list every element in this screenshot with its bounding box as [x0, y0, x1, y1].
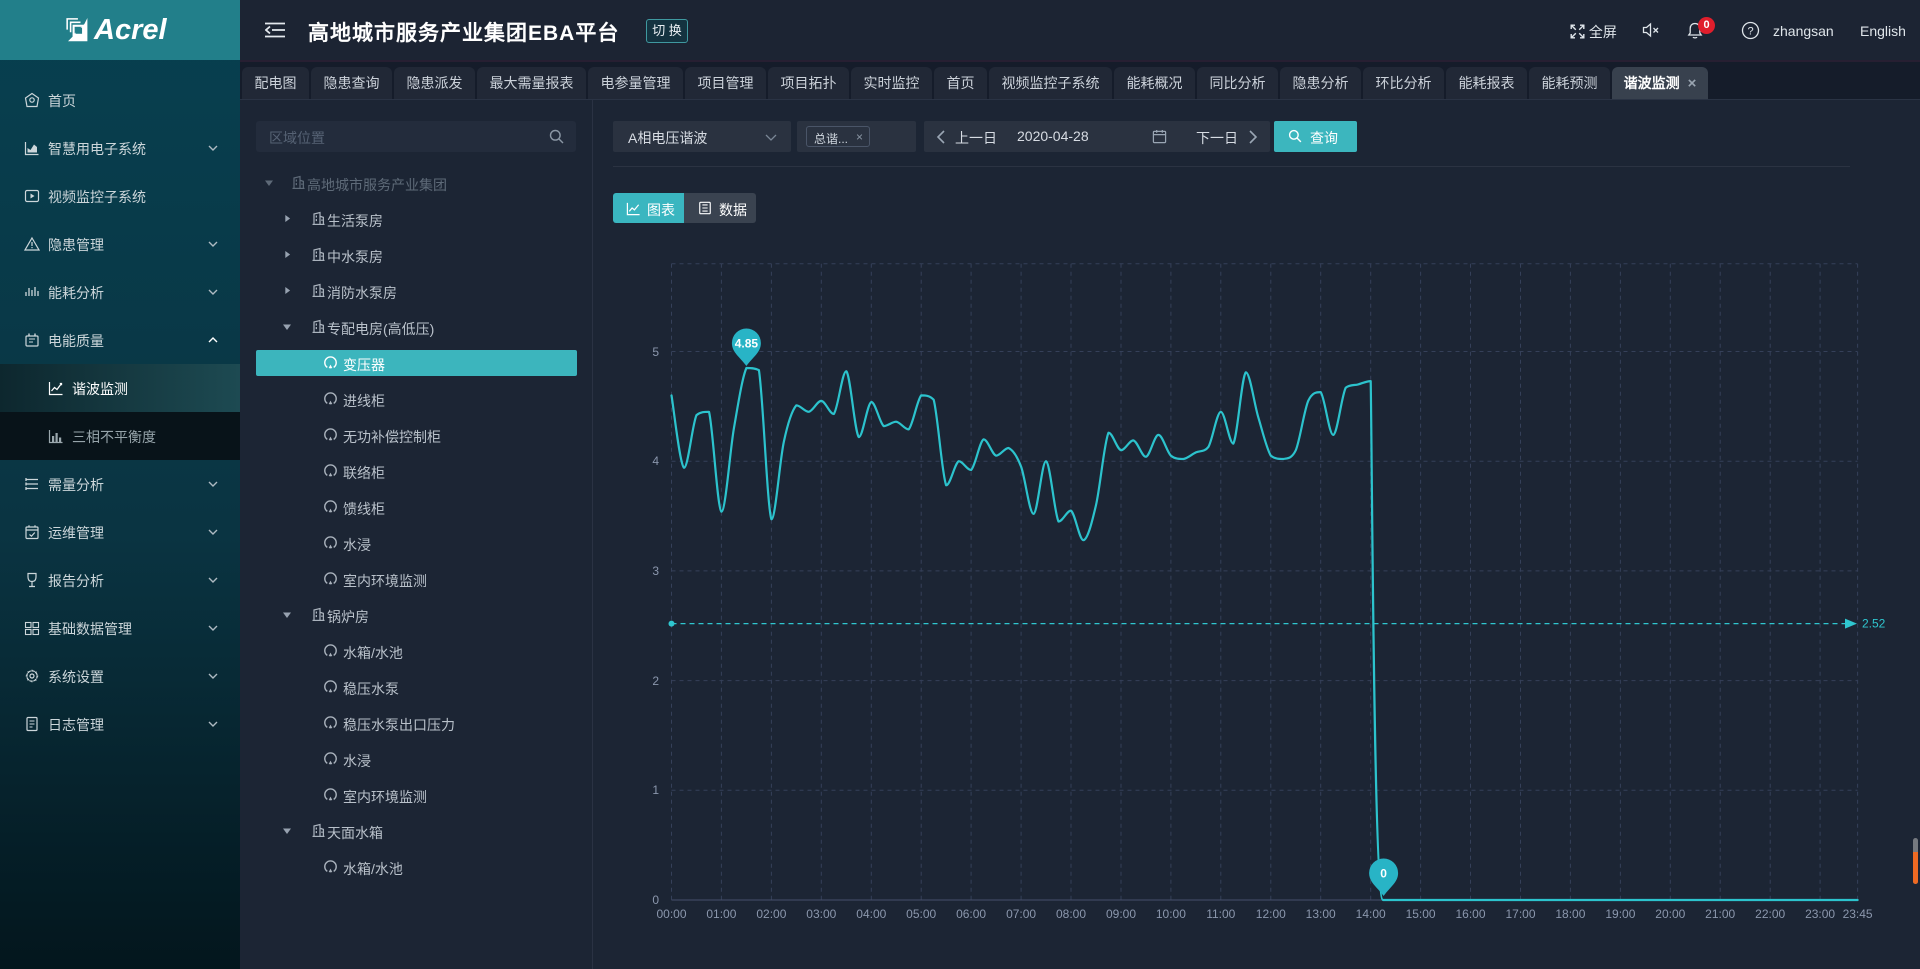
svg-text:4.85: 4.85	[735, 337, 759, 351]
svg-text:11:00: 11:00	[1206, 907, 1235, 921]
svg-text:03:00: 03:00	[806, 907, 836, 921]
svg-text:18:00: 18:00	[1555, 907, 1585, 921]
svg-text:0: 0	[1380, 867, 1387, 881]
svg-text:07:00: 07:00	[1006, 907, 1036, 921]
svg-text:5: 5	[652, 345, 659, 359]
svg-text:22:00: 22:00	[1755, 907, 1785, 921]
svg-text:05:00: 05:00	[906, 907, 936, 921]
svg-text:13:00: 13:00	[1306, 907, 1336, 921]
svg-text:04:00: 04:00	[856, 907, 886, 921]
svg-text:3: 3	[652, 564, 659, 578]
svg-text:01:00: 01:00	[706, 907, 736, 921]
svg-text:10:00: 10:00	[1156, 907, 1186, 921]
svg-text:2: 2	[652, 674, 659, 688]
svg-text:09:00: 09:00	[1106, 907, 1136, 921]
svg-text:20:00: 20:00	[1655, 907, 1685, 921]
svg-text:2.52: 2.52	[1862, 617, 1886, 631]
svg-text:21:00: 21:00	[1705, 907, 1735, 921]
svg-text:23:45: 23:45	[1843, 907, 1873, 921]
svg-text:12:00: 12:00	[1256, 907, 1286, 921]
svg-text:02:00: 02:00	[756, 907, 786, 921]
svg-text:15:00: 15:00	[1406, 907, 1436, 921]
svg-text:17:00: 17:00	[1505, 907, 1535, 921]
svg-text:?: ?	[1747, 26, 1753, 38]
svg-text:1: 1	[652, 783, 659, 797]
svg-text:00:00: 00:00	[656, 907, 686, 921]
svg-text:16:00: 16:00	[1455, 907, 1485, 921]
svg-text:0: 0	[652, 893, 659, 907]
svg-text:06:00: 06:00	[956, 907, 986, 921]
svg-text:19:00: 19:00	[1605, 907, 1635, 921]
svg-text:23:00: 23:00	[1805, 907, 1835, 921]
svg-text:14:00: 14:00	[1356, 907, 1386, 921]
svg-text:4: 4	[652, 454, 659, 468]
svg-text:08:00: 08:00	[1056, 907, 1086, 921]
